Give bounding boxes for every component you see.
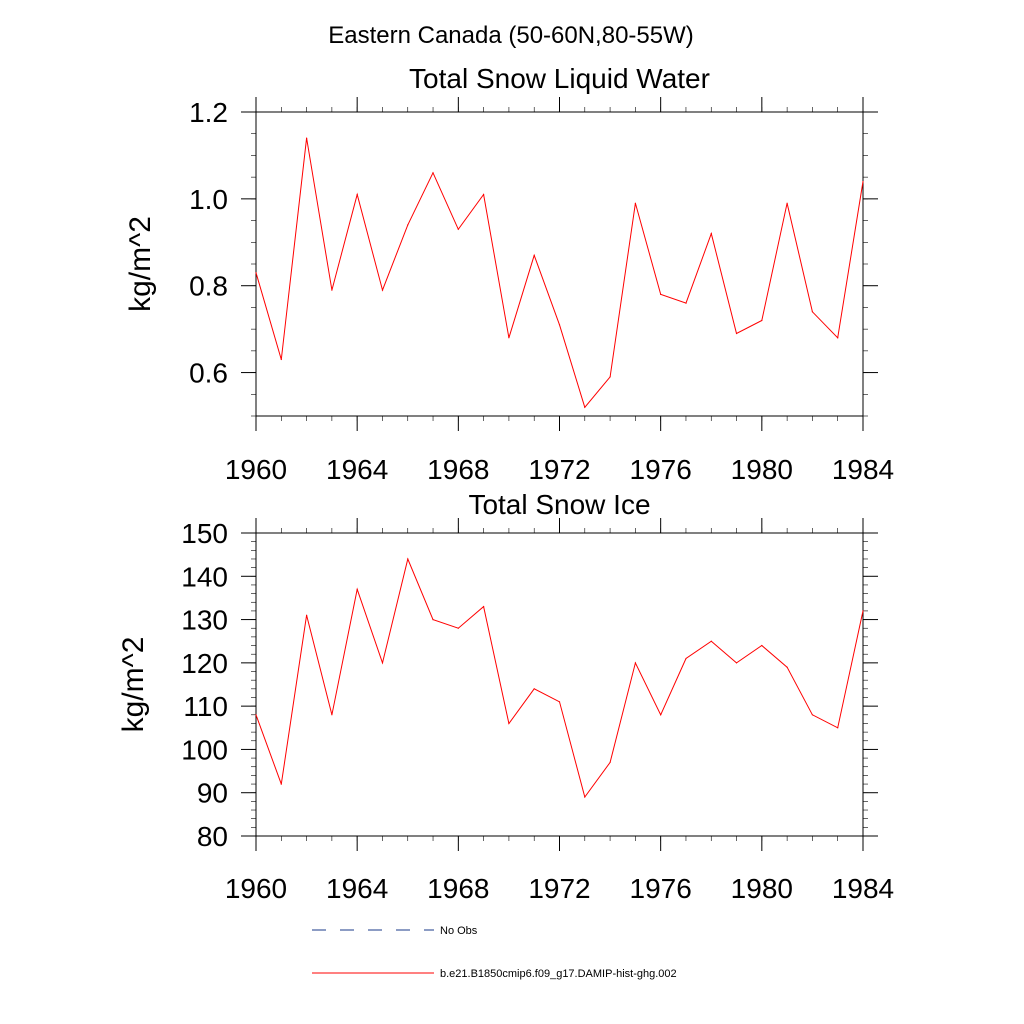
x-tick-label: 1960: [225, 873, 287, 904]
data-point: [660, 714, 662, 716]
x-tick-label: 1984: [832, 873, 894, 904]
data-point: [735, 662, 738, 664]
x-tick-label: 1980: [731, 873, 793, 904]
x-tick-label: 1972: [528, 454, 590, 485]
y-tick-label: 0.8: [189, 271, 228, 302]
data-point: [457, 228, 459, 230]
series-line: [255, 138, 864, 409]
data-point: [811, 714, 814, 716]
x-tick-label: 1984: [832, 454, 894, 485]
data-point: [584, 796, 586, 798]
y-tick-label: 0.6: [189, 358, 228, 389]
data-point: [280, 783, 282, 785]
data-point: [710, 233, 712, 235]
plot-frame: [255, 532, 864, 837]
data-point: [533, 688, 535, 690]
legend: No Obs b.e21.B1850cmip6.f09_g17.DAMIP-hi…: [312, 925, 677, 980]
data-point: [533, 254, 535, 256]
x-tick-label: 1964: [326, 454, 388, 485]
x-tick-label: 1968: [427, 873, 489, 904]
legend-label-no-obs: No Obs: [440, 925, 478, 937]
data-point: [356, 588, 358, 590]
data-point: [255, 714, 257, 716]
y-tick-label: 1.0: [189, 184, 228, 215]
chart-title: Total Snow Liquid Water: [409, 63, 710, 94]
data-point: [685, 302, 687, 304]
data-point: [634, 662, 637, 664]
legend-label-model-run: b.e21.B1850cmip6.f09_g17.DAMIP-hist-ghg.…: [440, 968, 677, 980]
data-point: [862, 610, 864, 612]
data-point: [609, 761, 611, 764]
y-tick-label: 120: [181, 648, 228, 679]
series-line: [255, 557, 864, 799]
data-point: [381, 289, 384, 291]
y-tick-label: 90: [197, 778, 228, 809]
y-axis-label: kg/m^2: [124, 216, 157, 312]
data-point: [558, 324, 561, 326]
y-tick-label: 100: [181, 734, 228, 765]
data-point: [710, 640, 712, 642]
data-point: [331, 289, 333, 291]
data-point: [280, 358, 282, 361]
data-point: [457, 627, 459, 629]
data-point: [837, 727, 839, 729]
data-point: [508, 337, 510, 339]
x-tick-label: 1972: [528, 873, 590, 904]
x-tick-label: 1960: [225, 454, 287, 485]
data-point: [331, 714, 333, 716]
figure-title: Eastern Canada (50-60N,80-55W): [328, 22, 694, 49]
data-point: [356, 193, 358, 196]
data-point: [584, 406, 586, 408]
y-tick-label: 110: [183, 691, 228, 722]
plot-frame: [255, 111, 864, 417]
data-point: [811, 311, 814, 313]
data-point: [735, 332, 738, 335]
data-point: [306, 614, 308, 616]
chart-title: Total Snow Ice: [468, 489, 650, 520]
x-tick-label: 1976: [630, 454, 692, 485]
data-point: [660, 293, 662, 295]
data-point: [432, 172, 434, 174]
data-point: [483, 193, 485, 196]
data-point: [609, 376, 611, 378]
y-tick-label: 1.2: [189, 97, 228, 128]
chart-snow-ice: Total Snow Ice kg/m^2 80 90 100 110 120 130 140 1…: [117, 489, 894, 904]
data-point: [761, 644, 763, 647]
x-tick-label: 1968: [427, 454, 489, 485]
data-point: [508, 722, 510, 725]
data-point: [432, 619, 434, 621]
data-point: [407, 224, 409, 226]
data-point: [381, 662, 384, 664]
y-tick-label: 80: [197, 821, 228, 852]
legend-item-model-run: b.e21.B1850cmip6.f09_g17.DAMIP-hist-ghg.…: [312, 968, 677, 980]
x-tick-label: 1976: [630, 873, 692, 904]
y-tick-label: 150: [181, 518, 228, 549]
data-point: [761, 319, 763, 322]
data-point: [837, 337, 839, 339]
legend-item-no-obs: No Obs: [312, 925, 478, 937]
data-point: [786, 202, 788, 204]
data-point: [255, 272, 257, 274]
y-axis-label: kg/m^2: [117, 637, 150, 733]
y-tick-label: 130: [181, 605, 228, 636]
data-point: [558, 701, 561, 703]
chart-snow-liquid-water: Total Snow Liquid Water kg/m^2 0.6 0.8 1.0 1.…: [124, 63, 894, 485]
y-tick-label: 140: [181, 561, 228, 592]
data-point: [634, 202, 637, 204]
data-point: [483, 606, 485, 608]
data-point: [407, 558, 409, 560]
data-point: [306, 137, 308, 139]
x-tick-label: 1964: [326, 873, 388, 904]
data-point: [862, 180, 864, 183]
data-point: [685, 657, 687, 660]
data-point: [786, 666, 788, 668]
x-tick-label: 1980: [731, 454, 793, 485]
